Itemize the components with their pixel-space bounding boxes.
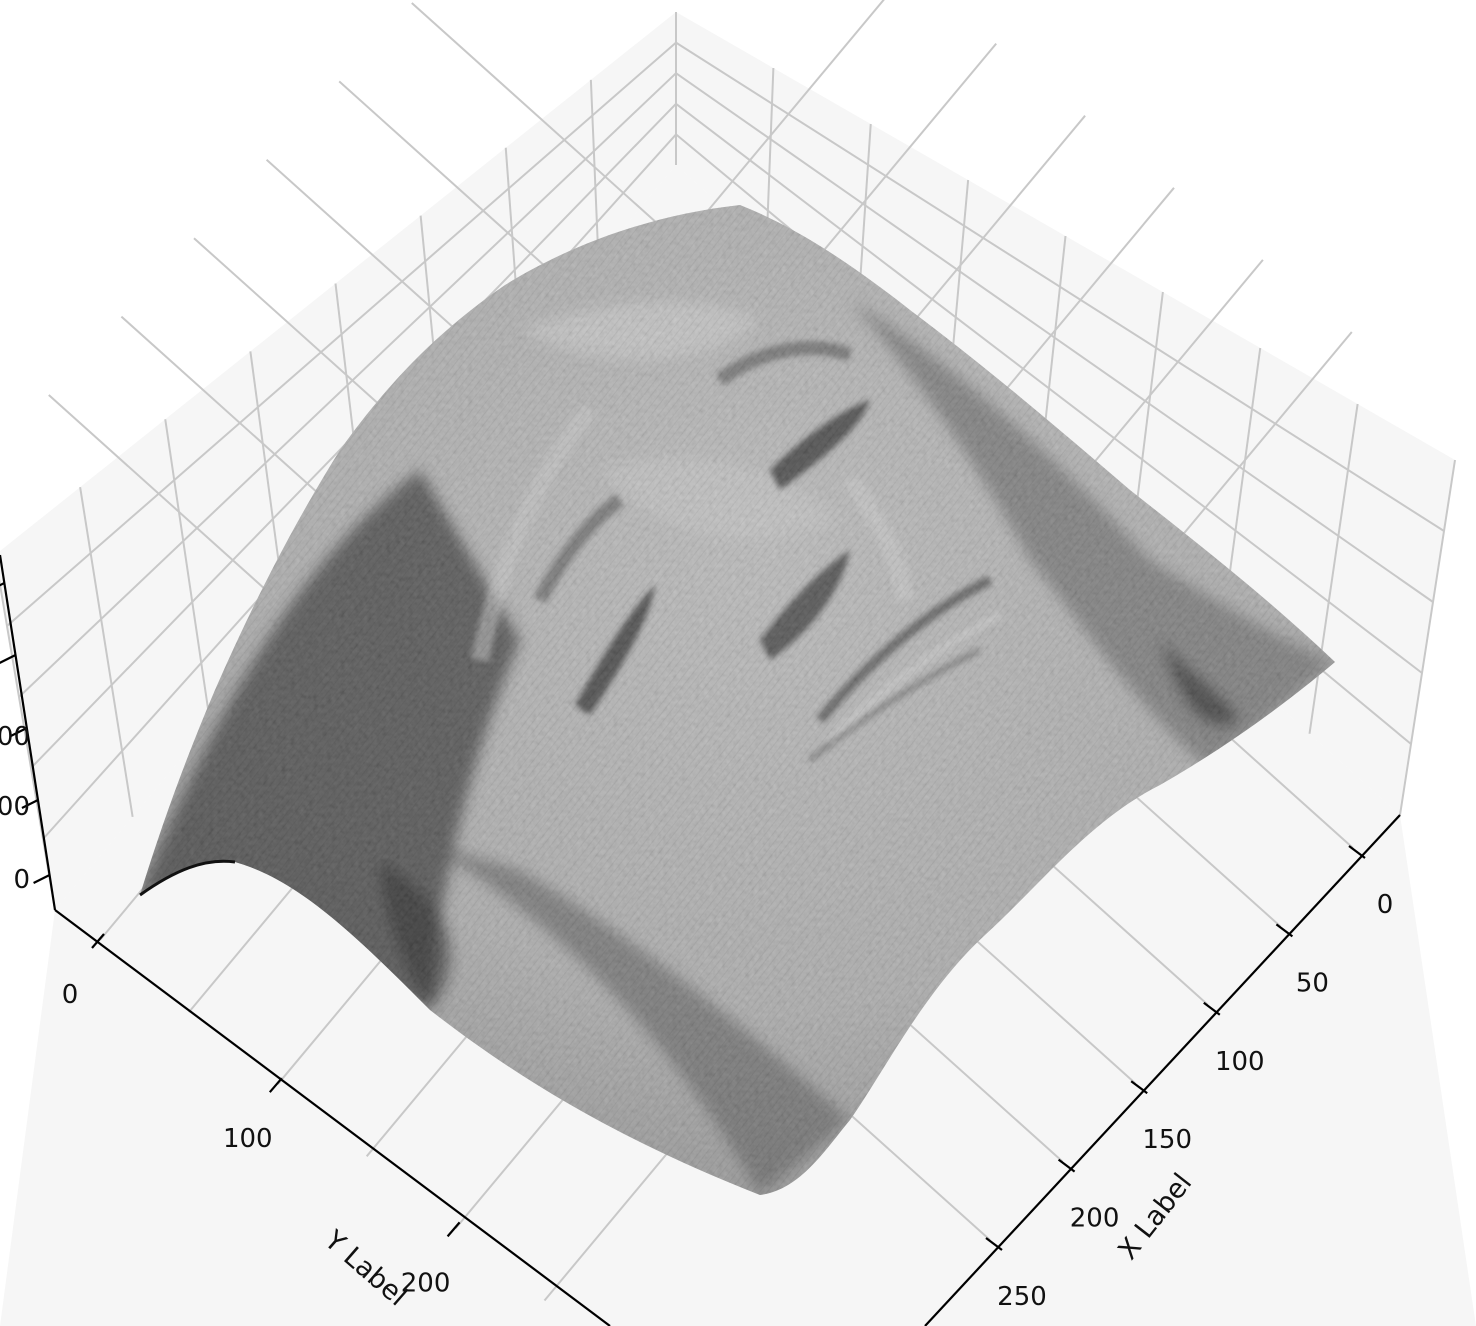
z-tick-label: 00 (0, 722, 30, 752)
x-axis-line (924, 814, 1401, 1326)
x-tick-label: 0 (1377, 890, 1394, 920)
z-tick (21, 799, 39, 809)
y-tick-label: 100 (223, 1124, 273, 1154)
x-tick (1275, 923, 1294, 938)
grid-line (589, 79, 600, 259)
z-tick-label: 0 (13, 865, 30, 895)
ticks (0, 582, 1366, 1251)
grid-line (1308, 403, 1359, 734)
z-tick (0, 582, 5, 587)
z-axis-line (0, 554, 57, 911)
x-tick-label: 200 (1070, 1204, 1120, 1234)
z-tick (0, 654, 16, 664)
grid-line (675, 41, 1445, 532)
z-tick (33, 874, 51, 884)
y-tick-label: 0 (62, 980, 79, 1010)
z-tick (10, 727, 28, 737)
grid-line (675, 103, 1423, 674)
axes (0, 554, 1401, 1326)
x-tick (1130, 1080, 1148, 1095)
y-tick-label: 200 (401, 1268, 451, 1298)
y-tick (446, 1221, 461, 1238)
x-tick-label: 100 (1215, 1047, 1265, 1077)
y-tick (91, 933, 105, 949)
x-tick-label: 150 (1142, 1125, 1192, 1155)
z-tick-label: 00 (0, 792, 30, 822)
y-axis-line (54, 909, 611, 1326)
grid-line (164, 419, 212, 724)
x-tick (1203, 1001, 1221, 1016)
grid-line (675, 72, 1434, 603)
grid-line (79, 486, 134, 818)
grid-line (18, 72, 677, 698)
x-tick-label: 50 (1296, 968, 1329, 998)
x-tick (1348, 845, 1366, 859)
x-tick (985, 1237, 1003, 1251)
grid-line (765, 67, 775, 247)
y-tick (268, 1077, 283, 1093)
x-tick (1057, 1158, 1076, 1173)
x-tick-label: 250 (997, 1282, 1047, 1312)
grid-line (1399, 459, 1456, 816)
